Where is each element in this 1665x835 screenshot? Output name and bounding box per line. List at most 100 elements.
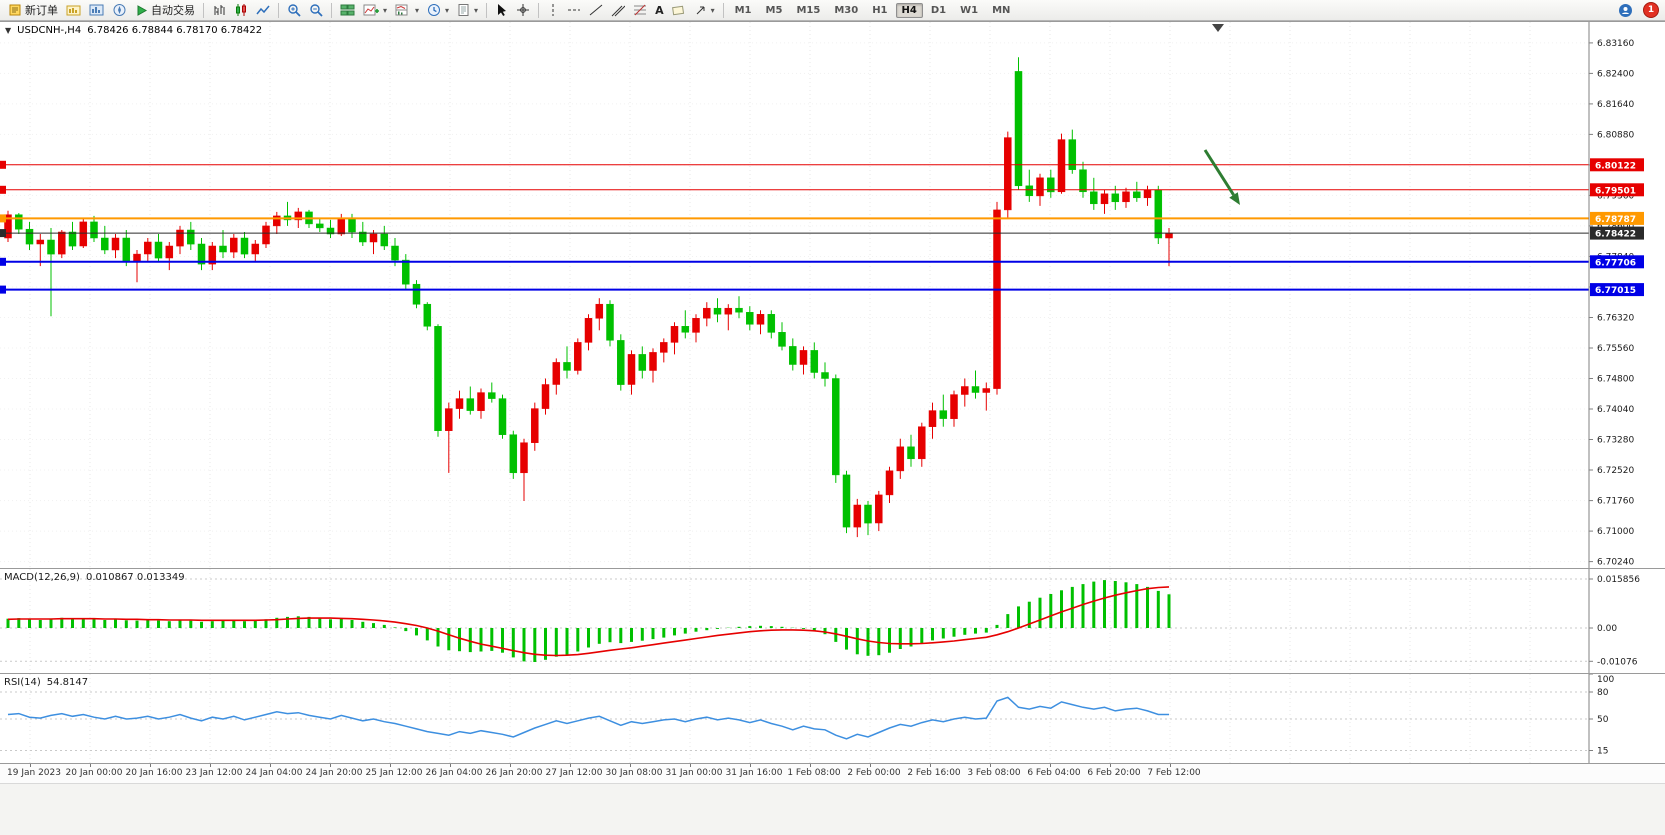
time-axis-label: 2 Feb 16:00 xyxy=(907,768,960,778)
svg-text:6.76320: 6.76320 xyxy=(1597,314,1634,324)
indicator-windows-caret-icon: ▾ xyxy=(415,6,419,15)
time-axis-label: 23 Jan 12:00 xyxy=(186,768,243,778)
arrows-tool-button[interactable]: ▾ xyxy=(690,0,719,20)
main-chart-panel[interactable]: 6.831606.824006.816406.808806.801206.793… xyxy=(0,22,1665,568)
collapse-icon[interactable]: ▼ xyxy=(5,26,11,35)
svg-text:0.00: 0.00 xyxy=(1597,624,1617,634)
time-axis-tick xyxy=(450,764,451,767)
label-tool-button[interactable] xyxy=(668,0,690,20)
text-tool-button[interactable]: A xyxy=(651,0,668,20)
svg-text:6.83160: 6.83160 xyxy=(1597,39,1634,49)
chart-title: ▼ USDCNH-,H4 6.78426 6.78844 6.78170 6.7… xyxy=(5,25,262,36)
crosshair-button[interactable] xyxy=(512,0,534,20)
time-axis-tick xyxy=(570,764,571,767)
timeframe-button-m5[interactable]: M5 xyxy=(760,3,789,18)
template-icon xyxy=(457,3,470,17)
svg-text:6.78422: 6.78422 xyxy=(1595,230,1636,240)
trendline-icon xyxy=(589,3,603,17)
time-axis-tick xyxy=(270,764,271,767)
time-axis-tick xyxy=(690,764,691,767)
horizontal-line-tool-button[interactable] xyxy=(563,0,585,20)
macd-values: 0.010867 0.013349 xyxy=(86,572,185,583)
timeframe-button-m15[interactable]: M15 xyxy=(790,3,826,18)
clock-icon xyxy=(427,3,441,17)
time-axis-label: 24 Jan 20:00 xyxy=(306,768,363,778)
rsi-value: 54.8147 xyxy=(47,677,88,688)
label-icon xyxy=(672,4,686,17)
time-axis-tick xyxy=(750,764,751,767)
indicators-caret-icon: ▾ xyxy=(383,6,387,15)
time-axis-label: 30 Jan 08:00 xyxy=(606,768,663,778)
market-watch-button[interactable] xyxy=(85,0,108,20)
bar-chart-mode-button[interactable] xyxy=(208,0,230,20)
candlestick-chart-canvas[interactable]: 6.831606.824006.816406.808806.801206.793… xyxy=(0,22,1665,568)
timeframe-button-m1[interactable]: M1 xyxy=(729,3,758,18)
svg-text:6.79501: 6.79501 xyxy=(1595,186,1636,196)
indicator-windows-button[interactable]: ▾ xyxy=(391,0,423,20)
time-axis-label: 6 Feb 04:00 xyxy=(1027,768,1080,778)
timeframe-button-h1[interactable]: H1 xyxy=(866,3,893,18)
svg-text:6.70240: 6.70240 xyxy=(1597,558,1634,568)
macd-header: MACD(12,26,9) 0.010867 0.013349 xyxy=(4,572,185,583)
trendline-tool-button[interactable] xyxy=(585,0,607,20)
new-order-button[interactable]: 新订单 xyxy=(4,0,62,20)
timeframe-button-m30[interactable]: M30 xyxy=(828,3,864,18)
timeframe-button-mn[interactable]: MN xyxy=(986,3,1016,18)
timeframe-button-w1[interactable]: W1 xyxy=(954,3,984,18)
notification-badge[interactable]: 1 xyxy=(1643,2,1659,18)
time-axis-tick xyxy=(1170,764,1171,767)
candlestick-icon xyxy=(234,3,248,17)
zoom-out-button[interactable] xyxy=(305,0,327,20)
zoom-in-button[interactable] xyxy=(283,0,305,20)
time-axis-label: 25 Jan 12:00 xyxy=(366,768,423,778)
arrows-caret-icon: ▾ xyxy=(711,6,715,15)
line-chart-mode-button[interactable] xyxy=(252,0,274,20)
indicators-icon xyxy=(363,3,379,17)
time-axis-label: 27 Jan 12:00 xyxy=(546,768,603,778)
time-axis-label: 2 Feb 00:00 xyxy=(847,768,900,778)
toolbar-right-group: 1 xyxy=(1614,0,1661,20)
chart-shift-marker-icon xyxy=(1212,24,1224,32)
templates-caret-icon: ▾ xyxy=(474,6,478,15)
svg-text:6.81640: 6.81640 xyxy=(1597,100,1634,110)
svg-text:6.71760: 6.71760 xyxy=(1597,497,1634,507)
tile-windows-button[interactable] xyxy=(336,0,359,20)
time-axis-label: 6 Feb 20:00 xyxy=(1087,768,1140,778)
candlestick-mode-button[interactable] xyxy=(230,0,252,20)
navigator-icon xyxy=(112,3,127,17)
time-axis-tick xyxy=(930,764,931,767)
svg-text:6.77706: 6.77706 xyxy=(1595,258,1636,268)
time-axis-tick xyxy=(210,764,211,767)
svg-text:6.74800: 6.74800 xyxy=(1597,375,1634,385)
periods-button[interactable]: ▾ xyxy=(423,0,453,20)
cursor-button[interactable] xyxy=(491,0,512,20)
templates-button[interactable]: ▾ xyxy=(453,0,482,20)
vertical-line-icon xyxy=(547,3,559,17)
fibonacci-icon xyxy=(633,3,647,17)
svg-text:6.80122: 6.80122 xyxy=(1595,161,1636,171)
fibonacci-tool-button[interactable] xyxy=(629,0,651,20)
cursor-icon xyxy=(495,3,508,17)
svg-text:6.72520: 6.72520 xyxy=(1597,466,1634,476)
tile-windows-icon xyxy=(340,3,355,17)
timeframe-button-d1[interactable]: D1 xyxy=(925,3,952,18)
svg-text:6.82400: 6.82400 xyxy=(1597,69,1634,79)
vertical-line-tool-button[interactable] xyxy=(543,0,563,20)
autotrading-button[interactable]: 自动交易 xyxy=(131,0,199,20)
channel-tool-button[interactable] xyxy=(607,0,629,20)
time-axis-tick xyxy=(630,764,631,767)
navigator-button[interactable] xyxy=(108,0,131,20)
rsi-label: RSI(14) xyxy=(4,677,41,688)
timeframe-button-h4[interactable]: H4 xyxy=(896,3,923,18)
time-axis-tick xyxy=(90,764,91,767)
chart-profiles-button[interactable] xyxy=(62,0,85,20)
chart-symbol-timeframe: USDCNH-,H4 xyxy=(17,25,81,36)
community-button[interactable] xyxy=(1614,0,1637,20)
indicators-button[interactable]: ▾ xyxy=(359,0,391,20)
market-watch-icon xyxy=(89,3,104,17)
